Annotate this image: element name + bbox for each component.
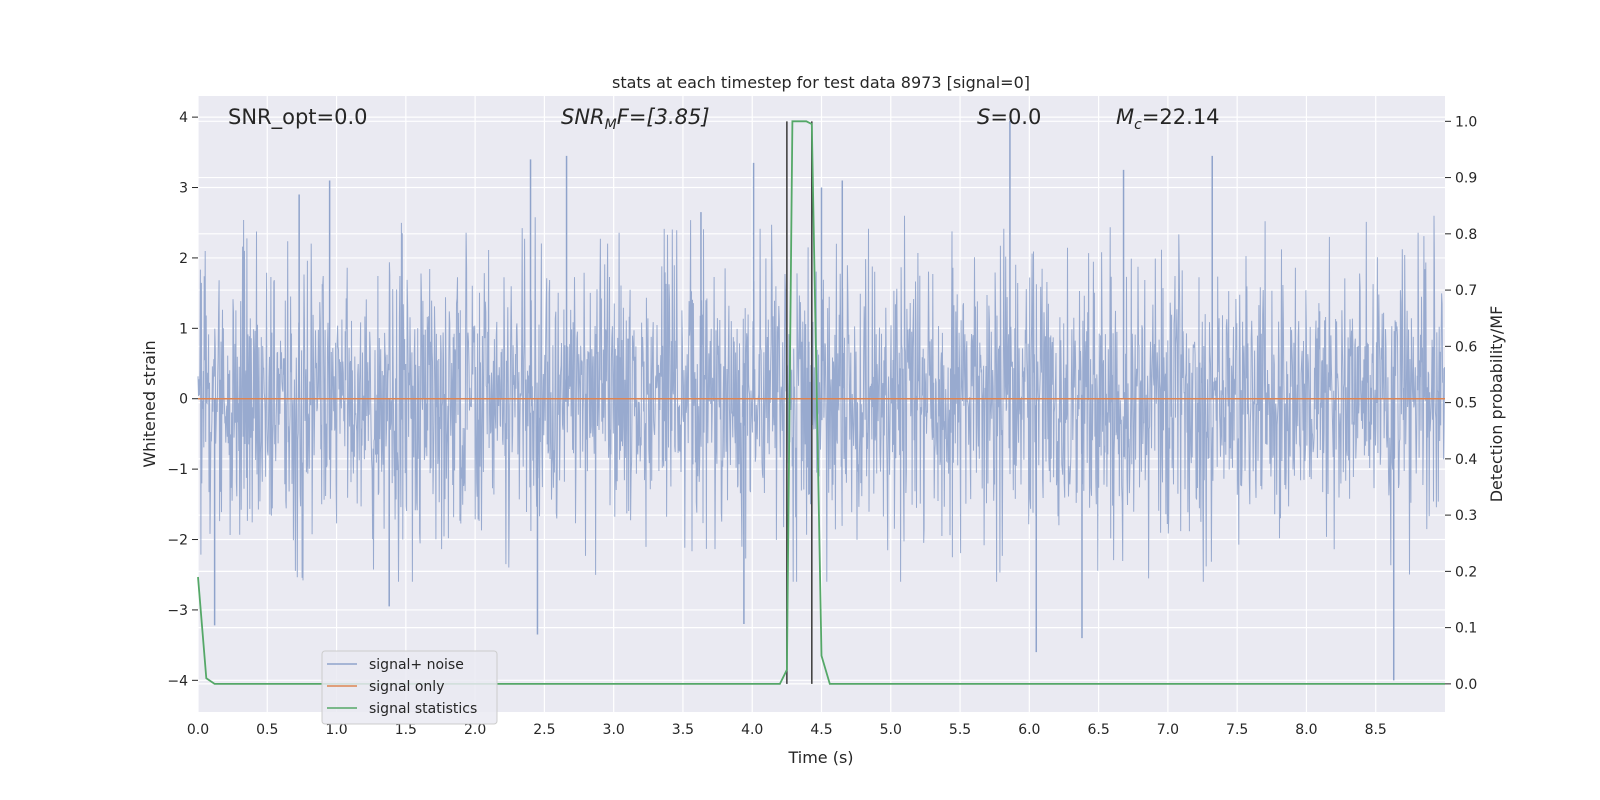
y-right-tick-label: 0.5 (1455, 396, 1477, 412)
y-right-tick-label: 0.4 (1455, 452, 1477, 468)
annotation-mc-main: M (1116, 105, 1134, 129)
x-tick-label: 7.0 (1157, 722, 1179, 738)
legend-label-signal-noise: signal+ noise (369, 657, 464, 673)
x-tick-label: 6.0 (1018, 722, 1040, 738)
x-tick-label: 2.5 (533, 722, 555, 738)
x-tick-label: 4.5 (810, 722, 832, 738)
x-tick-label: 5.0 (880, 722, 902, 738)
x-tick-label: 1.0 (325, 722, 347, 738)
y-tick-label: −4 (167, 673, 188, 689)
y-right-tick-label: 0.1 (1455, 621, 1477, 637)
y-right-axis-label: Detection probability/MF (1487, 306, 1506, 503)
annotation-s-rest: =0.0 (990, 105, 1041, 129)
y-tick-label: 3 (179, 181, 188, 197)
annotation-s-main: S (977, 105, 990, 129)
x-tick-label: 6.5 (1087, 722, 1109, 738)
annotation-mc-sub: c (1134, 117, 1142, 133)
y-right-tick-label: 0.7 (1455, 283, 1477, 299)
legend: signal+ noise signal only signal statist… (321, 650, 498, 725)
annotation-mc-rest: =22.14 (1142, 105, 1220, 129)
annotation-mc: Mc=22.14 (1116, 105, 1220, 133)
y-right-tick-label: 0.0 (1455, 677, 1477, 693)
y-right-tick-label: 0.6 (1455, 339, 1477, 355)
y-tick-label: −3 (167, 603, 188, 619)
y-tick-label: 1 (179, 321, 188, 337)
y-tick-label: 4 (179, 110, 188, 126)
y-tick-label: −2 (167, 533, 188, 549)
legend-label-signal-only: signal only (369, 679, 444, 695)
y-axis-ticks: 4 3 2 1 0 −1 −2 −3 −4 (167, 110, 198, 689)
x-tick-label: 2.0 (464, 722, 486, 738)
x-tick-label: 8.0 (1295, 722, 1317, 738)
x-tick-label: 4.0 (741, 722, 763, 738)
annotation-snr-mf-main: SNR (561, 105, 605, 129)
x-axis-label: Time (s) (787, 748, 853, 767)
y-right-tick-label: 0.2 (1455, 564, 1477, 580)
series-signal-noise (197, 120, 1446, 681)
annotation-s: S=0.0 (977, 105, 1041, 129)
annotation-snr-mf: SNRMF=[3.85] (561, 105, 710, 133)
x-axis-ticks: 0.0 0.5 1.0 1.5 2.0 2.5 3.0 3.5 4.0 4.5 5.0 5.5 6.0 6… (187, 722, 1387, 738)
chart-title: stats at each timestep for test data 897… (612, 73, 1030, 92)
y-right-tick-label: 0.9 (1455, 171, 1477, 187)
annotation-snr-mf-sub: M (605, 117, 617, 133)
y-tick-label: 0 (179, 392, 188, 408)
y-tick-label: −1 (167, 462, 188, 478)
series-line-signal-statistics (197, 120, 1445, 685)
x-tick-label: 3.5 (672, 722, 694, 738)
y-axis-label: Whitened strain (140, 340, 159, 467)
x-tick-label: 1.5 (395, 722, 417, 738)
legend-label-signal-statistics: signal statistics (369, 701, 477, 717)
x-tick-label: 7.5 (1226, 722, 1248, 738)
y-tick-label: 2 (179, 251, 188, 267)
y-right-axis-ticks: 1.0 0.9 0.8 0.7 0.6 0.5 0.4 0.3 0.2 0.1 0.0 (1445, 114, 1477, 693)
x-tick-label: 0.0 (187, 722, 209, 738)
annotation-snr-opt: SNR_opt=0.0 (228, 105, 368, 130)
x-tick-label: 0.5 (256, 722, 278, 738)
y-right-tick-label: 1.0 (1455, 114, 1477, 130)
y-right-tick-label: 0.3 (1455, 508, 1477, 524)
series-lines (197, 120, 1445, 685)
x-tick-label: 3.0 (603, 722, 625, 738)
x-tick-label: 5.5 (949, 722, 971, 738)
annotation-snr-mf-rest: F=[3.85] (617, 105, 710, 129)
x-tick-label: 8.5 (1365, 722, 1387, 738)
legend-box (321, 650, 498, 725)
y-right-tick-label: 0.8 (1455, 227, 1477, 243)
